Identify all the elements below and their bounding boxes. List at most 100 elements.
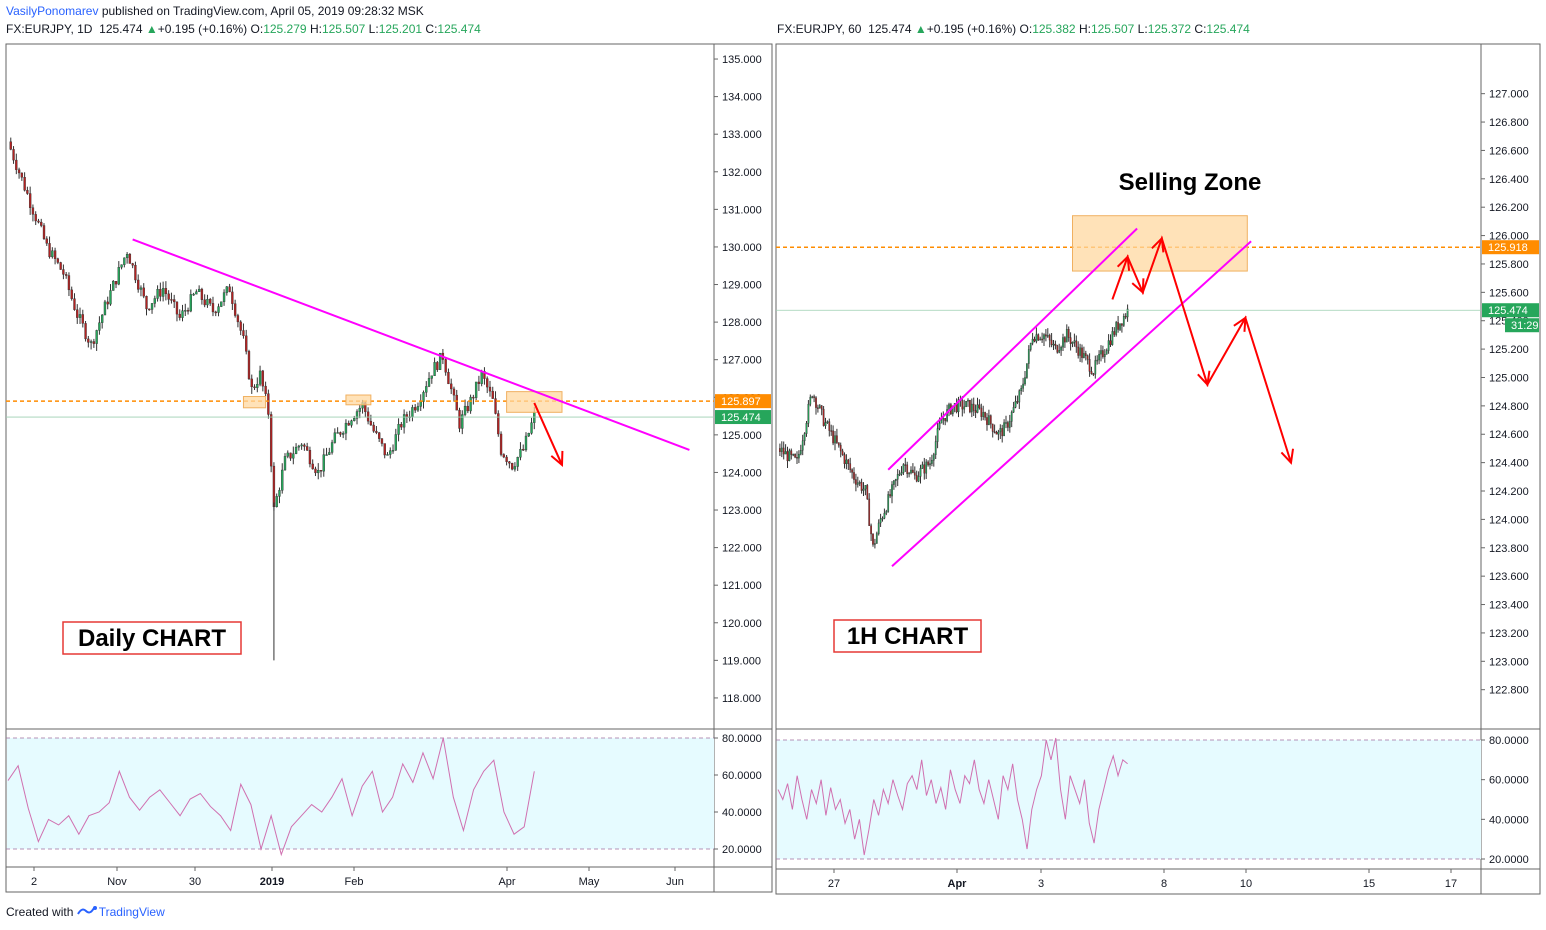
p1-candle: [402, 414, 406, 428]
p1-candle: [156, 289, 159, 299]
p1-candle: [120, 264, 123, 268]
p2-y-tick-label: 124.600: [1489, 429, 1529, 441]
p1-candle: [109, 290, 112, 305]
p1-candle: [422, 392, 425, 402]
p1-candle: [87, 338, 90, 343]
p2-candle: [1109, 340, 1112, 345]
p2-candle: [1079, 347, 1081, 356]
p1-rsi-tick-label: 20.0000: [722, 844, 762, 856]
p2-candle: [1113, 331, 1116, 335]
p1-candle: [427, 378, 431, 387]
p1-chart-title-box: [62, 621, 242, 655]
p1-candle: [239, 321, 242, 331]
p2-candle: [980, 407, 983, 417]
footer-created-with: Created with: [6, 905, 74, 919]
p1-candle: [430, 375, 433, 379]
p2-candle: [864, 485, 867, 490]
right-legend: FX:EURJPY, 60 125.474 ▲+0.195 (+0.16%) O…: [777, 22, 1250, 36]
left-symbol[interactable]: FX:EURJPY, 1D: [6, 22, 93, 36]
p1-candle: [394, 434, 397, 451]
p1-candle: [358, 407, 361, 412]
p1-candle: [192, 293, 195, 296]
p2-y-tick-label: 123.000: [1489, 656, 1529, 668]
p2-candle: [887, 494, 890, 512]
p2-y-tick-label: 124.000: [1489, 514, 1529, 526]
p2-candle: [1122, 316, 1125, 326]
p1-candle: [444, 359, 447, 373]
p1-candle: [397, 424, 400, 435]
p1-arrowhead: [550, 450, 564, 468]
p2-candle: [1064, 337, 1066, 343]
p1-candle: [386, 454, 389, 456]
p1-candle: [347, 422, 350, 426]
p2-level-price-label: 125.918: [1488, 242, 1528, 254]
p2-candle: [1081, 347, 1083, 358]
up-triangle-icon: ▲: [145, 22, 158, 36]
p2-candle: [809, 396, 812, 405]
p2-candle: [995, 432, 998, 435]
p2-candle: [1090, 371, 1093, 375]
p1-x-tick-label: 30: [189, 876, 201, 888]
p1-candle: [34, 214, 37, 222]
p1-candle: [372, 424, 375, 432]
p2-candle: [853, 472, 855, 480]
p2-candle: [1065, 329, 1068, 343]
p1-candle: [450, 383, 453, 390]
p2-candle: [1005, 422, 1007, 424]
p1-candle: [292, 453, 295, 459]
p2-candle: [893, 480, 895, 485]
p2-candle: [792, 454, 795, 456]
p1-candle: [236, 315, 240, 323]
p2-candle: [1048, 335, 1051, 341]
p1-candle: [283, 456, 287, 471]
p2-candle: [1058, 350, 1061, 353]
p1-candle: [114, 281, 118, 285]
p1-candle: [76, 309, 79, 318]
p1-candle: [383, 443, 386, 456]
p2-candle: [883, 512, 886, 519]
right-symbol[interactable]: FX:EURJPY, 60: [777, 22, 862, 36]
p1-candle: [40, 221, 43, 226]
p2-candle: [997, 431, 1000, 435]
p2-rsi-tick-label: 80.0000: [1489, 735, 1529, 747]
p1-candle: [123, 257, 126, 265]
p1-candle: [48, 243, 51, 258]
p1-candle: [289, 452, 292, 459]
p2-candle: [1121, 323, 1123, 326]
p2-candle: [845, 459, 848, 465]
p2-candle: [1124, 316, 1127, 318]
p1-candle: [502, 454, 505, 458]
p1-candle: [342, 432, 345, 435]
p2-y-tick-label: 127.000: [1489, 89, 1529, 101]
p1-candle: [281, 469, 284, 491]
p1-level-price-tag: [715, 394, 771, 409]
p1-candle: [106, 301, 109, 305]
right-close: 125.474: [1206, 22, 1250, 36]
p2-y-tick-label: 123.600: [1489, 571, 1529, 583]
p1-candle: [400, 424, 403, 428]
footer-brand[interactable]: TradingView: [98, 905, 165, 919]
p2-candle: [803, 433, 806, 442]
p2-candle: [1031, 338, 1034, 344]
p2-candle: [929, 463, 931, 466]
p1-candle: [89, 341, 93, 343]
p1-candle: [491, 390, 494, 399]
p1-candle: [225, 286, 228, 293]
p2-candle: [1103, 354, 1106, 357]
p2-y-tick-label: 126.400: [1489, 174, 1529, 186]
p1-candle: [458, 409, 461, 429]
author-link[interactable]: VasilyPonomarev: [6, 4, 99, 18]
left-low: 125.201: [378, 22, 423, 36]
p2-candle: [801, 440, 804, 451]
p2-candle: [1041, 338, 1043, 341]
p1-x-tick-label: 2: [31, 876, 37, 888]
p2-candle: [965, 401, 967, 408]
p2-candle: [1077, 346, 1080, 356]
p2-candle: [788, 450, 791, 462]
p1-candle: [414, 407, 417, 411]
p2-candle: [921, 464, 924, 469]
p1-y-tick-label: 118.000: [722, 693, 761, 705]
p1-candle: [150, 303, 154, 310]
p2-candle: [1084, 353, 1087, 356]
